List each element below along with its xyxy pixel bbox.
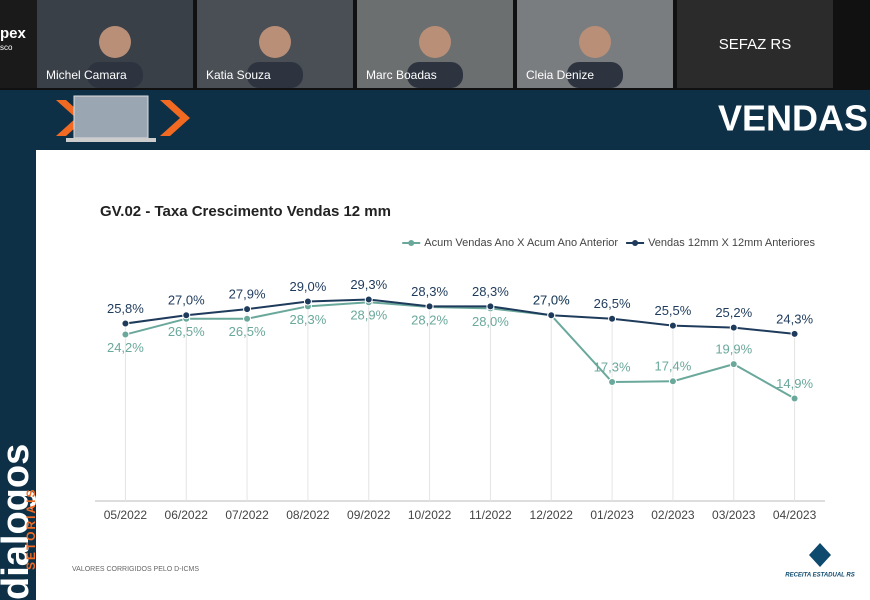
- data-point: [790, 394, 799, 403]
- laptop-image: [73, 95, 149, 139]
- value-label: 14,9%: [776, 376, 813, 391]
- data-point: [121, 319, 130, 328]
- x-tick-label: 11/2022: [469, 508, 512, 522]
- value-label: 17,3%: [594, 359, 631, 374]
- data-point: [729, 323, 738, 332]
- value-label: 29,3%: [350, 277, 387, 292]
- room-name: SEFAZ RS: [719, 36, 792, 53]
- legend-marker: [632, 240, 639, 246]
- banner-title: VENDAS: [718, 98, 868, 139]
- person-head: [259, 26, 291, 58]
- logo: RECEITA ESTADUAL RS: [785, 573, 854, 579]
- partial-text: sco: [0, 43, 13, 52]
- brand: dialogos: [0, 444, 37, 600]
- series-line: [125, 298, 795, 335]
- sidebar: [0, 150, 36, 600]
- x-tick-label: 01/2023: [590, 508, 634, 522]
- data-point: [608, 377, 617, 386]
- partial-text: pex: [0, 25, 27, 42]
- arrow-icon: [160, 100, 190, 136]
- value-label: 25,2%: [715, 305, 752, 320]
- value-label: 24,2%: [107, 340, 144, 355]
- x-tick-label: 06/2022: [165, 508, 209, 522]
- participant-name: Michel Camara: [46, 68, 127, 82]
- legend-label: Acum Vendas Ano X Acum Ano Anterior: [424, 237, 618, 249]
- value-label: 28,3%: [289, 312, 326, 327]
- slide: [36, 150, 870, 600]
- x-tick-label: 08/2022: [286, 508, 330, 522]
- x-tick-label: 02/2023: [651, 508, 695, 522]
- x-tick-label: 09/2022: [347, 508, 391, 522]
- logo-icon: [809, 543, 831, 567]
- value-label: 29,0%: [289, 279, 326, 294]
- x-tick-label: 05/2022: [104, 508, 148, 522]
- value-label: 28,3%: [472, 284, 509, 299]
- person-body: [87, 62, 143, 88]
- value-label: 26,5%: [229, 324, 266, 339]
- tiles: Michel Camara Katia Souza Marc Boadas Cleia…: [37, 0, 673, 88]
- value-label: 28,0%: [472, 314, 509, 329]
- data-point: [303, 297, 312, 306]
- value-label: 25,8%: [107, 301, 144, 316]
- value-label: 27,0%: [533, 293, 570, 308]
- x-tick-label: 10/2022: [408, 508, 452, 522]
- data-point: [668, 377, 677, 386]
- person-head: [419, 26, 451, 58]
- legend-marker: [408, 240, 415, 246]
- data-point: [668, 321, 677, 330]
- laptop-base: [66, 138, 156, 142]
- participant-name: Cleia Denize: [526, 68, 594, 82]
- person-body: [247, 62, 303, 88]
- data-point: [608, 314, 617, 323]
- brand-sub: SETORIAIS: [24, 488, 38, 570]
- participant-name: Katia Souza: [206, 68, 271, 82]
- value-label: 27,9%: [229, 287, 266, 302]
- note: VALORES CORRIGIDOS PELO D-ICMS: [72, 566, 199, 573]
- value-label: 17,4%: [654, 359, 691, 374]
- person-head: [579, 26, 611, 58]
- value-label: 19,9%: [715, 342, 752, 357]
- data-point: [729, 360, 738, 369]
- data-point: [243, 314, 252, 323]
- value-label: 27,0%: [168, 293, 205, 308]
- room-tile[interactable]: [677, 0, 833, 88]
- x-tick-label: 04/2023: [773, 508, 817, 522]
- x-tick-label: 03/2023: [712, 508, 756, 522]
- value-label: 27,0%: [533, 293, 570, 308]
- participant-name: Marc Boadas: [366, 68, 437, 82]
- value-label: 25,5%: [654, 303, 691, 318]
- data-point: [547, 311, 556, 320]
- person-body: [567, 62, 623, 88]
- data-point: [364, 295, 373, 304]
- value-label: 28,9%: [350, 308, 387, 323]
- chart: 05/2022 06/2022 07/2022 08/2022 09/2022 10/20…: [95, 237, 825, 522]
- value-label: 28,2%: [411, 312, 448, 327]
- series-line: [125, 301, 796, 400]
- legend-label: Vendas 12mm X 12mm Anteriores: [648, 237, 815, 249]
- person-body: [407, 62, 463, 88]
- data-point: [121, 330, 130, 339]
- person-head: [99, 26, 131, 58]
- x-tick-label: 12/2022: [530, 508, 574, 522]
- value-label: 28,3%: [411, 284, 448, 299]
- data-point: [790, 329, 799, 338]
- value-label: 26,5%: [594, 296, 631, 311]
- partial-tile: [0, 0, 40, 88]
- data-point: [486, 302, 495, 311]
- data-point: [425, 302, 434, 311]
- x-tick-label: 07/2022: [225, 508, 269, 522]
- data-point: [243, 305, 252, 314]
- chart-title: GV.02 - Taxa Crescimento Vendas 12 mm: [100, 203, 391, 220]
- data-point: [182, 311, 191, 320]
- value-label: 24,3%: [776, 311, 813, 326]
- value-label: 26,5%: [168, 324, 205, 339]
